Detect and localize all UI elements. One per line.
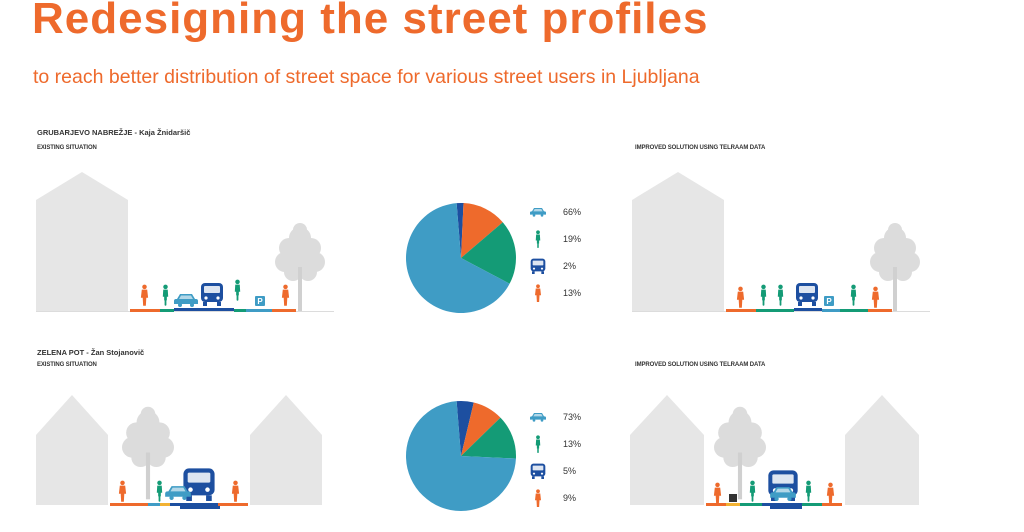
house-right bbox=[250, 395, 322, 505]
pedestrian-icon bbox=[281, 284, 290, 306]
house-left bbox=[632, 172, 724, 312]
pie-slice-bike bbox=[461, 417, 516, 459]
legend-value-bike: 13% bbox=[563, 439, 581, 449]
pie-slice-car bbox=[405, 401, 516, 512]
legend-value-bus: 5% bbox=[563, 466, 576, 476]
pie-slice-bus bbox=[456, 203, 464, 258]
parking-label: P bbox=[826, 297, 832, 306]
improved-label-1: IMPROVED SOLUTION USING TELRAAM DATA bbox=[635, 145, 766, 151]
bike-icon bbox=[850, 284, 857, 306]
parking-sign bbox=[824, 296, 834, 306]
pie-slice-pedestrian bbox=[461, 402, 501, 456]
pedestrian-icon bbox=[713, 482, 722, 504]
bike-icon bbox=[805, 480, 812, 502]
pedestrian-icon bbox=[535, 489, 541, 507]
modal-split-pie-2 bbox=[405, 401, 516, 512]
existing-label-2: EXISTING SITUATION bbox=[37, 362, 97, 368]
tree-icon bbox=[275, 223, 325, 312]
tree-icon bbox=[122, 406, 174, 500]
legend-value-car: 66% bbox=[563, 207, 581, 217]
bike-icon bbox=[234, 279, 241, 301]
bike-icon bbox=[535, 230, 541, 248]
parking-label: P bbox=[257, 297, 263, 306]
existing-label-1: EXISTING SITUATION bbox=[37, 145, 97, 151]
section-title-2: ZELENA POT - Žan Stojanovič bbox=[37, 348, 145, 357]
car-icon bbox=[530, 208, 546, 217]
bike-icon bbox=[777, 284, 784, 306]
pie-slice-bus bbox=[456, 401, 474, 456]
bus-icon bbox=[530, 463, 546, 479]
pedestrian-icon bbox=[736, 286, 745, 308]
tree-icon bbox=[714, 406, 766, 500]
parking-sign bbox=[255, 296, 265, 306]
pie-slice-car bbox=[405, 203, 510, 314]
bike-icon bbox=[760, 284, 767, 306]
bike-icon bbox=[162, 284, 169, 306]
pie-slice-pedestrian bbox=[461, 203, 503, 258]
house-right bbox=[845, 395, 919, 505]
section-2-existing-profile bbox=[36, 395, 322, 509]
improved-label-2: IMPROVED SOLUTION USING TELRAAM DATA bbox=[635, 362, 766, 368]
car-icon bbox=[174, 294, 198, 307]
bike-icon bbox=[535, 435, 541, 453]
pedestrian-icon bbox=[535, 284, 541, 302]
pedestrian-icon bbox=[140, 284, 149, 306]
pedestrian-icon bbox=[118, 480, 127, 502]
section-1-existing-profile: P bbox=[36, 172, 334, 312]
legend-value-pedestrian: 13% bbox=[563, 288, 581, 298]
legend-value-bus: 2% bbox=[563, 261, 576, 271]
bus-icon bbox=[796, 283, 818, 306]
pie-slice-bike bbox=[461, 222, 516, 284]
bus-icon bbox=[530, 258, 546, 274]
bus-icon bbox=[201, 283, 223, 306]
bike-icon bbox=[156, 480, 163, 502]
house-left bbox=[630, 395, 704, 505]
page-title: Redesigning the street profiles bbox=[32, 0, 709, 43]
modal-split-pie-1 bbox=[405, 203, 516, 314]
pedestrian-icon bbox=[826, 482, 835, 504]
legend-value-bike: 19% bbox=[563, 234, 581, 244]
bike-icon bbox=[749, 480, 756, 502]
pedestrian-icon bbox=[231, 480, 240, 502]
house-left bbox=[36, 172, 128, 312]
section-1-improved-profile: P bbox=[632, 172, 930, 312]
page-subtitle: to reach better distribution of street s… bbox=[33, 66, 700, 88]
pie-legend-1: 66% 19% 2% 13% bbox=[530, 207, 581, 302]
legend-value-pedestrian: 9% bbox=[563, 493, 576, 503]
bench-icon bbox=[729, 494, 737, 502]
section-title-1: GRUBARJEVO NABREŽJE - Kaja Žnidaršič bbox=[37, 128, 191, 137]
house-left bbox=[36, 395, 108, 505]
pedestrian-icon bbox=[871, 286, 880, 308]
car-icon bbox=[530, 413, 546, 422]
pie-legend-2: 73% 13% 5% 9% bbox=[530, 412, 581, 507]
section-2-improved-profile bbox=[630, 395, 919, 509]
legend-value-car: 73% bbox=[563, 412, 581, 422]
